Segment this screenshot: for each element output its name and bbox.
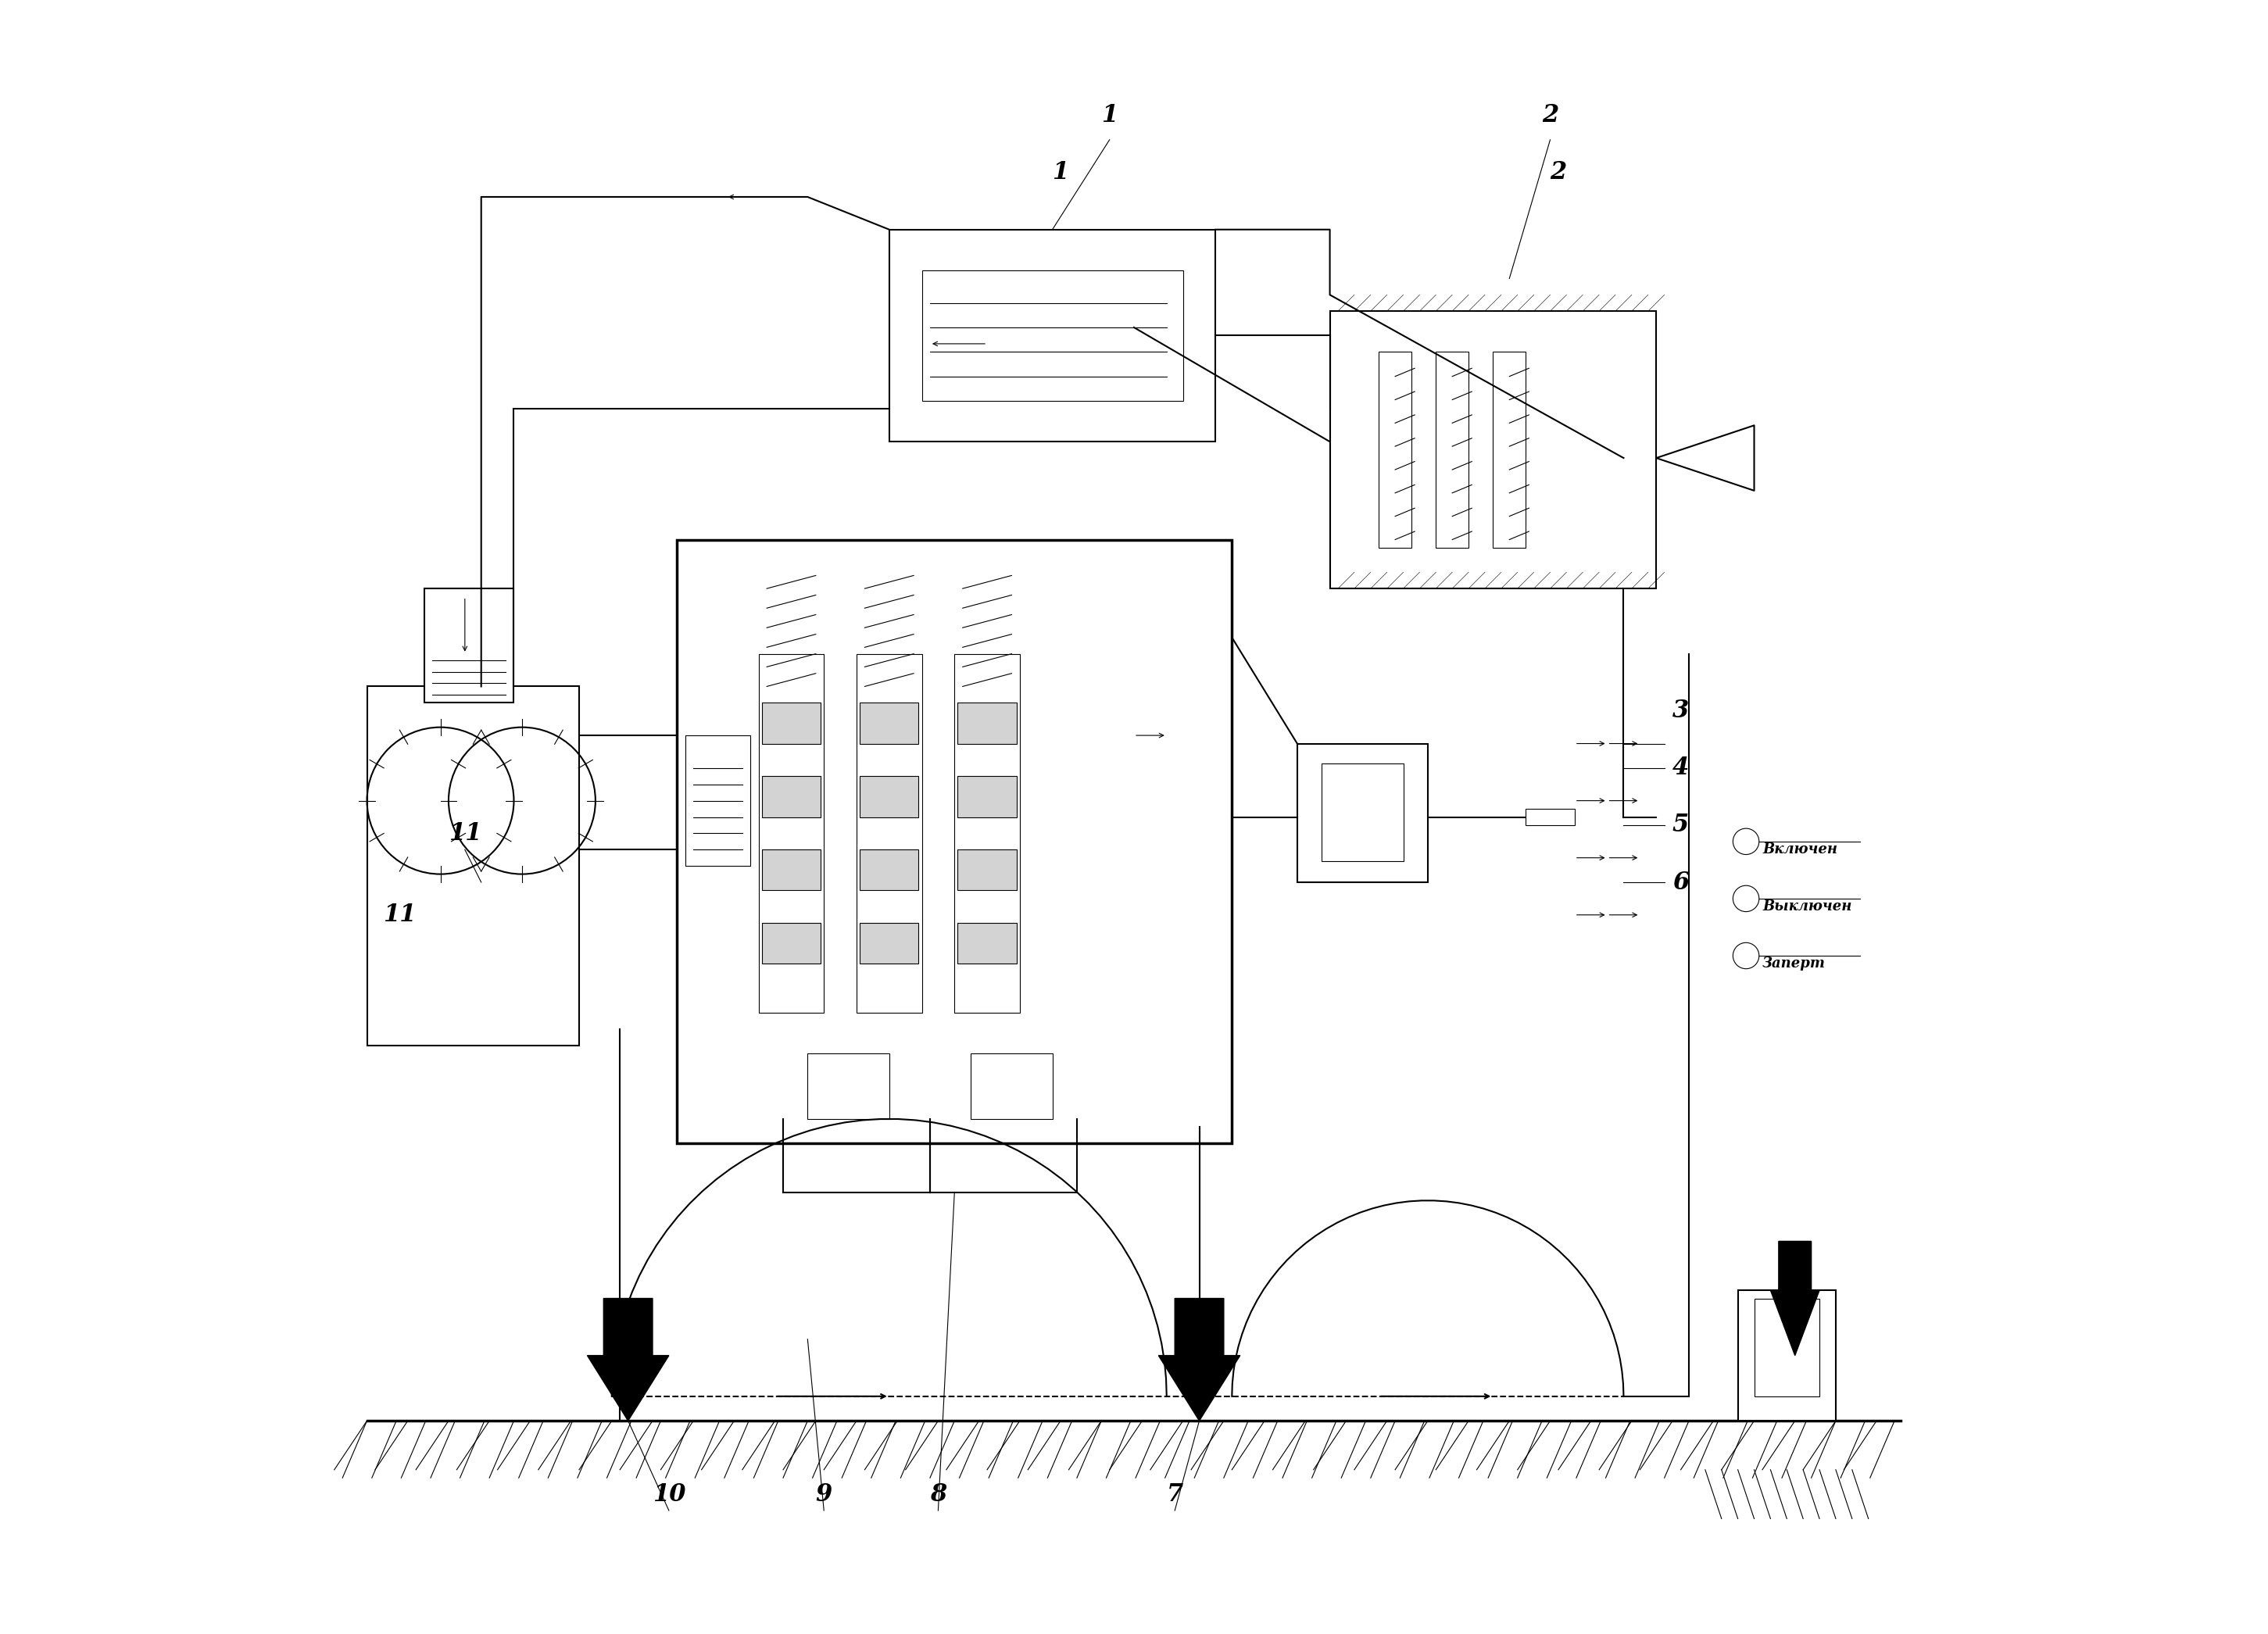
Bar <box>921 270 1184 400</box>
Bar <box>758 654 823 1013</box>
Bar <box>1297 743 1429 882</box>
Bar <box>957 776 1016 817</box>
Text: 1: 1 <box>1052 160 1068 185</box>
Bar <box>1322 763 1404 861</box>
Bar <box>1737 1291 1835 1422</box>
Bar <box>1436 351 1470 547</box>
Bar <box>685 735 751 866</box>
Bar <box>957 923 1016 964</box>
Bar <box>424 588 515 703</box>
Bar <box>678 539 1232 1144</box>
Text: 4: 4 <box>1672 757 1690 779</box>
Bar <box>860 850 919 891</box>
Bar <box>1329 310 1656 588</box>
Bar <box>762 776 821 817</box>
Bar <box>860 776 919 817</box>
Bar <box>1526 809 1574 825</box>
Text: 8: 8 <box>930 1482 946 1507</box>
Bar <box>857 654 921 1013</box>
Polygon shape <box>1159 1299 1241 1422</box>
Text: Включен: Включен <box>1762 843 1837 856</box>
Polygon shape <box>1656 425 1753 490</box>
Bar <box>1379 351 1411 547</box>
Text: 10: 10 <box>653 1482 685 1507</box>
Text: 5: 5 <box>1672 814 1690 837</box>
Polygon shape <box>1771 1242 1819 1356</box>
Polygon shape <box>587 1299 669 1422</box>
Text: 3: 3 <box>1672 699 1690 722</box>
Bar <box>860 703 919 743</box>
Bar <box>957 703 1016 743</box>
Text: 6: 6 <box>1672 871 1690 894</box>
Text: Заперт: Заперт <box>1762 958 1826 971</box>
Bar <box>762 703 821 743</box>
Text: 2: 2 <box>1542 103 1558 127</box>
Bar <box>367 686 578 1046</box>
Text: Выключен: Выключен <box>1762 900 1851 913</box>
Text: 2: 2 <box>1549 160 1567 185</box>
Bar <box>762 850 821 891</box>
Bar <box>1753 1299 1819 1397</box>
Text: 11: 11 <box>383 904 417 926</box>
Text: 11: 11 <box>449 822 481 845</box>
Bar <box>971 1054 1052 1119</box>
Bar <box>762 923 821 964</box>
Bar <box>889 229 1216 441</box>
Bar <box>807 1054 889 1119</box>
Bar <box>860 923 919 964</box>
Bar <box>1492 351 1526 547</box>
Text: 7: 7 <box>1166 1482 1184 1507</box>
Bar <box>957 850 1016 891</box>
Bar <box>955 654 1021 1013</box>
Text: 9: 9 <box>816 1482 832 1507</box>
Text: 1: 1 <box>1102 103 1118 127</box>
